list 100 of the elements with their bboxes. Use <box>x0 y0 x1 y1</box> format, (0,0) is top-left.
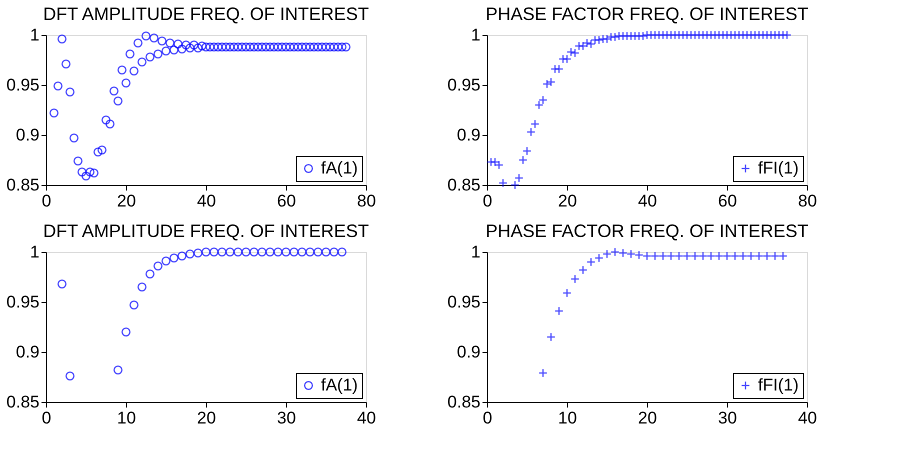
point <box>650 251 660 261</box>
point <box>738 251 748 261</box>
point <box>209 247 219 257</box>
x-tick-label: 80 <box>798 192 817 210</box>
point <box>113 365 123 375</box>
x-tick-label: 10 <box>558 408 577 428</box>
x-tick-label: 40 <box>638 192 657 210</box>
x-tick-label: 30 <box>718 408 737 428</box>
point <box>722 251 732 261</box>
point <box>57 279 67 289</box>
legend-label: fA(1) <box>321 158 358 178</box>
point <box>578 265 588 275</box>
y-tick-label: 0.9 <box>16 126 40 144</box>
point <box>129 300 139 310</box>
y-tick-label: 1 <box>471 242 480 262</box>
point <box>554 306 564 316</box>
point <box>153 261 163 271</box>
chart-title: PHASE FACTOR FREQ. OF INTEREST <box>486 221 808 241</box>
point <box>65 371 75 381</box>
y-tick-label: 0.95 <box>447 292 480 312</box>
y-tick-label: 0.9 <box>16 342 40 362</box>
point <box>778 251 788 261</box>
y-tick-label: 1 <box>30 26 40 44</box>
point <box>321 247 331 257</box>
chart-title: DFT AMPLITUDE FREQ. OF INTEREST <box>43 221 369 241</box>
point <box>594 253 604 263</box>
point <box>137 282 147 292</box>
point <box>329 247 339 257</box>
point <box>265 247 275 257</box>
point <box>618 248 628 258</box>
x-tick-label: 0 <box>42 408 52 428</box>
point <box>169 253 179 263</box>
point <box>666 251 676 261</box>
x-tick-label: 40 <box>357 408 376 428</box>
x-tick-label: 60 <box>718 192 737 210</box>
point <box>249 247 259 257</box>
y-tick-label: 0.95 <box>447 76 480 94</box>
point <box>706 251 716 261</box>
y-tick-label: 0.9 <box>456 126 480 144</box>
point <box>586 257 596 267</box>
point <box>337 247 347 257</box>
point <box>217 247 227 257</box>
x-tick-label: 20 <box>197 408 216 428</box>
point <box>145 269 155 279</box>
point <box>690 251 700 261</box>
point <box>770 251 780 261</box>
point <box>746 251 756 261</box>
chart-title: PHASE FACTOR FREQ. OF INTEREST <box>486 4 808 24</box>
y-tick-label: 0.85 <box>6 392 40 412</box>
point <box>658 251 668 261</box>
point <box>257 247 267 257</box>
x-tick-label: 20 <box>638 408 657 428</box>
x-tick-label: 40 <box>197 192 216 210</box>
x-tick-label: 40 <box>798 408 817 428</box>
point <box>610 247 620 257</box>
point <box>201 247 211 257</box>
x-tick-label: 20 <box>558 192 577 210</box>
point <box>185 249 195 259</box>
y-tick-label: 0.85 <box>6 176 40 194</box>
point <box>121 327 131 337</box>
y-tick-label: 1 <box>471 26 480 44</box>
point <box>273 247 283 257</box>
point <box>546 332 556 342</box>
x-tick-label: 10 <box>117 408 136 428</box>
x-tick-label: 0 <box>42 192 52 210</box>
point <box>241 247 251 257</box>
y-tick-label: 1 <box>30 242 40 262</box>
point <box>297 247 307 257</box>
point <box>313 247 323 257</box>
point <box>714 251 724 261</box>
point <box>289 247 299 257</box>
point <box>602 249 612 259</box>
point <box>305 247 315 257</box>
x-tick-label: 30 <box>277 408 296 428</box>
point <box>225 247 235 257</box>
legend-label: fA(1) <box>321 376 358 394</box>
point <box>233 247 243 257</box>
point <box>730 251 740 261</box>
point <box>674 251 684 261</box>
point <box>634 250 644 260</box>
point <box>562 288 572 298</box>
point <box>762 251 772 261</box>
point <box>538 368 548 378</box>
x-tick-label: 0 <box>482 408 492 428</box>
point <box>682 251 692 261</box>
point <box>626 249 636 259</box>
x-tick-label: 80 <box>357 192 376 210</box>
point <box>642 251 652 261</box>
point <box>281 247 291 257</box>
point <box>754 251 764 261</box>
legend-label: fFI(1) <box>758 158 799 178</box>
point <box>177 251 187 261</box>
point <box>698 251 708 261</box>
point <box>161 256 171 266</box>
x-tick-label: 20 <box>117 192 136 210</box>
legend-label: fFI(1) <box>758 376 799 394</box>
chart-title: DFT AMPLITUDE FREQ. OF INTEREST <box>43 4 369 24</box>
y-tick-label: 0.85 <box>447 392 480 412</box>
point <box>570 274 580 284</box>
y-tick-label: 0.85 <box>447 176 480 194</box>
